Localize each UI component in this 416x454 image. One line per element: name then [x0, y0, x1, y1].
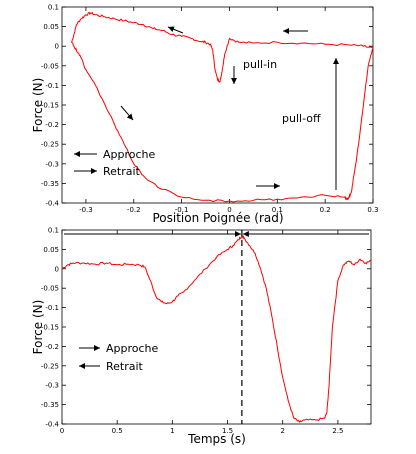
top-y-tick-label: 0.05 [43, 23, 59, 31]
top-x-ticks: -0.3 -0.2 -0.1 0 0.1 0.2 0.3 [79, 7, 379, 214]
bottom-y-tick-label: -0.3 [45, 382, 59, 390]
bottom-y-ticks: 0.1 0.05 0 -0.05 -0.1 -0.15 -0.2 -0.25 -0.3 -0.35… [41, 227, 371, 429]
top-y-tick-label: -0.1 [45, 82, 59, 90]
bottom-x-tick-label: 2 [280, 427, 284, 435]
top-y-tick-label: -0.2 [45, 121, 59, 129]
bottom-y-tick-label: -0.25 [41, 362, 59, 370]
bottom-x-tick-label: 1 [170, 427, 174, 435]
bottom-y-tick-label: 0.1 [48, 227, 59, 235]
bottom-y-tick-label: 0 [55, 265, 59, 273]
bottom-y-tick-label: -0.35 [41, 401, 59, 409]
top-legend-approche: Approche [103, 148, 156, 161]
bottom-plot-frame [61, 229, 372, 425]
pull-off-label: pull-off [282, 112, 321, 125]
top-curve-arrow-1 [167, 26, 184, 34]
bottom-y-tick-label: -0.15 [41, 324, 59, 332]
bottom-y-axis-label: Force (N) [31, 300, 45, 355]
top-chart: 0.1 0.05 0 -0.05 -0.1 -0.15 -0.2 -0.25 -0.3 -0.35… [31, 4, 379, 226]
top-legend-retrait: Retrait [103, 165, 141, 178]
top-series-line [71, 11, 374, 203]
bottom-x-tick-label: 1.5 [222, 427, 233, 435]
bottom-x-ticks: 0 0.5 1 1.5 2 2.5 [60, 230, 343, 435]
bottom-legend-approche: Approche [106, 342, 159, 355]
top-curve-arrow-2 [120, 105, 134, 121]
pull-in-label: pull-in [243, 58, 277, 71]
top-y-tick-label: -0.35 [41, 180, 59, 188]
top-y-tick-label: -0.15 [41, 102, 59, 110]
top-x-tick-label: -0.3 [79, 206, 93, 214]
top-y-tick-label: -0.3 [45, 160, 59, 168]
bottom-x-axis-label: Temps (s) [187, 432, 246, 446]
bottom-y-tick-label: -0.05 [41, 285, 59, 293]
top-y-tick-label: -0.4 [45, 200, 59, 208]
bottom-legend-retrait: Retrait [106, 360, 144, 373]
top-y-tick-label: 0.1 [48, 4, 59, 12]
bottom-x-tick-label: 0.5 [112, 427, 123, 435]
top-x-tick-label: -0.1 [175, 206, 189, 214]
top-y-axis-label: Force (N) [31, 78, 45, 133]
top-x-tick-label: -0.2 [127, 206, 141, 214]
top-y-ticks: 0.1 0.05 0 -0.05 -0.1 -0.15 -0.2 -0.25 -0.3 -0.35… [41, 4, 373, 208]
bottom-x-tick-label: 2.5 [332, 427, 343, 435]
bottom-y-tick-label: -0.4 [45, 421, 59, 429]
bottom-y-tick-label: 0.05 [43, 246, 59, 254]
top-x-tick-label: 0.1 [272, 206, 283, 214]
top-x-tick-label: 0.2 [320, 206, 331, 214]
top-x-axis-label: Position Poignée (rad) [152, 211, 283, 225]
bottom-x-tick-label: 0 [60, 427, 64, 435]
bottom-chart: 0.1 0.05 0 -0.05 -0.1 -0.15 -0.2 -0.25 -0.3 -0.35… [31, 227, 372, 446]
top-x-tick-label: 0 [227, 206, 231, 214]
top-y-tick-label: 0 [55, 43, 59, 51]
top-x-tick-label: 0.3 [367, 206, 378, 214]
bottom-series-line [61, 234, 372, 424]
bottom-y-tick-label: -0.2 [45, 343, 59, 351]
bottom-y-tick-label: -0.1 [45, 304, 59, 312]
top-y-tick-label: -0.25 [41, 141, 59, 149]
top-y-tick-label: -0.05 [41, 62, 59, 70]
